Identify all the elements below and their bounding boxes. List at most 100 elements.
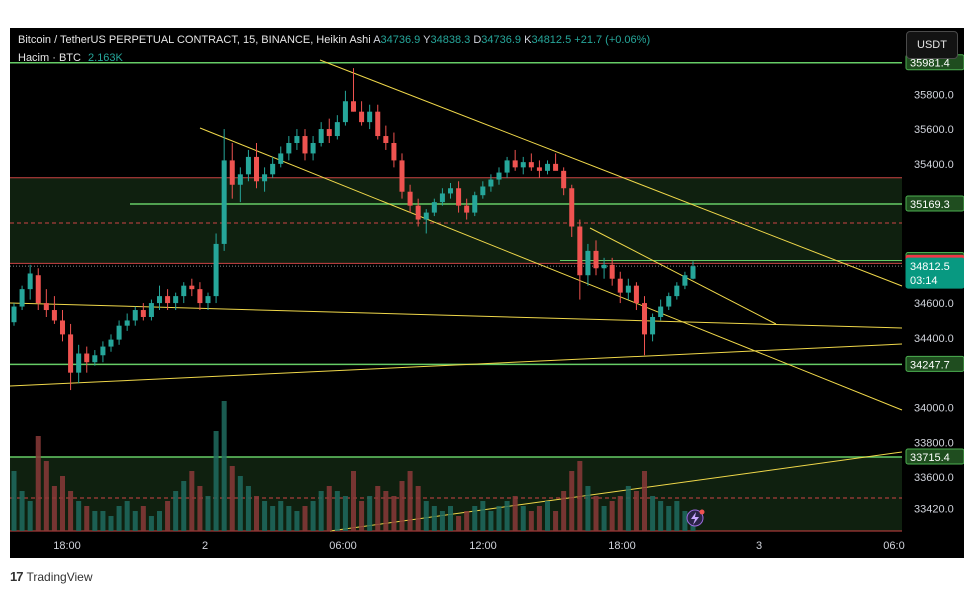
tradingview-brand[interactable]: 17 TradingView [10, 569, 93, 584]
volume-bar [609, 501, 615, 531]
volume-bar [512, 496, 518, 531]
candle-body [650, 316, 656, 335]
volume-value: 2.163K [88, 52, 123, 64]
volume-layer [11, 401, 696, 531]
volume-bar [682, 511, 688, 531]
candle-body [116, 325, 122, 340]
volume-bar [270, 506, 276, 531]
volume-bar [593, 496, 599, 531]
volume-bar [633, 491, 639, 531]
candle-body [43, 303, 49, 311]
volume-bar [173, 491, 179, 531]
volume-bar [359, 501, 365, 531]
volume-bar [617, 496, 623, 531]
volume-legend[interactable]: Hacim · BTC 2.163K [18, 52, 123, 64]
trend-line [319, 59, 903, 287]
candle-body [350, 101, 357, 112]
candle-body [553, 163, 559, 171]
volume-bar [205, 496, 211, 531]
close-value: 34812.5 [531, 34, 572, 46]
x-tick-label: 06:00 [329, 540, 357, 552]
volume-bar [318, 491, 324, 531]
candle-body [439, 193, 445, 203]
candle-body [245, 156, 251, 175]
volume-bar [407, 471, 413, 531]
x-tick-label: 2 [202, 540, 208, 552]
candle-body [666, 296, 672, 307]
candle-body [294, 136, 300, 143]
price-label-text: 34812.5 [910, 261, 950, 273]
candle-body [262, 174, 268, 182]
chart-canvas[interactable]: 35800.0 35600.0 35400.0 34600.0 34400.0 34000… [10, 28, 964, 558]
candle-body [59, 320, 66, 335]
volume-bar [520, 506, 526, 531]
chart-frame[interactable]: 35800.0 35600.0 35400.0 34600.0 34400.0 34000… [10, 28, 964, 558]
volume-bar [43, 461, 49, 531]
candle-body [431, 202, 437, 213]
volume-bar [488, 511, 494, 531]
candle-body [488, 179, 494, 187]
candle-body [140, 310, 146, 317]
candle-body [197, 289, 203, 304]
currency-button[interactable]: USDT [906, 31, 958, 59]
alert-dot [699, 509, 705, 515]
candle-body [504, 160, 510, 173]
volume-bar [666, 506, 672, 531]
candle-body [472, 195, 478, 213]
candle-body [27, 273, 33, 290]
candle-body [181, 285, 187, 297]
candle-body [189, 285, 195, 290]
candle-body [156, 296, 163, 304]
price-label-box [905, 355, 964, 372]
low-label: D [473, 34, 482, 46]
price-label-box [905, 448, 964, 465]
candle-body [625, 285, 631, 293]
candle-body [577, 226, 583, 276]
price-label-text: 35169.3 [910, 199, 950, 211]
y-tick-label: 33600.0 [914, 472, 954, 484]
candle-body [528, 162, 534, 168]
volume-bar [350, 471, 357, 531]
x-tick-label: 06:0 [883, 540, 904, 552]
lightning-glyph [691, 512, 699, 525]
volume-bar [197, 486, 203, 531]
volume-bar [577, 461, 583, 531]
close-label: K [524, 34, 532, 46]
candle-body [19, 289, 25, 307]
volume-bar [464, 511, 470, 531]
candle-body [415, 205, 421, 220]
zone-layer [10, 177, 902, 531]
candle-body [407, 191, 413, 206]
y-tick-label: 35600.0 [914, 124, 954, 136]
volume-bar [132, 511, 138, 531]
volume-bar [658, 501, 664, 531]
volume-bar [310, 501, 316, 531]
y-tick-label: 35400.0 [914, 159, 954, 171]
volume-bar [342, 496, 348, 531]
candle-body [633, 285, 639, 304]
candle-body [124, 320, 130, 326]
volume-bar [278, 501, 284, 531]
volume-bar [367, 496, 373, 531]
candle-body [375, 111, 381, 137]
volume-bar [375, 486, 381, 531]
volume-bar [439, 511, 445, 531]
candle-body [326, 129, 332, 137]
candle-body [100, 346, 106, 356]
high-label: Y [423, 34, 431, 46]
price-label-box [905, 195, 964, 212]
x-tick-label: 18:00 [608, 540, 636, 552]
x-tick-label: 18:00 [53, 540, 81, 552]
open-label: A [373, 34, 381, 46]
volume-bar [51, 486, 57, 531]
open-value: 34736.9 [380, 34, 421, 46]
price-label-text: 35981.4 [910, 58, 950, 70]
trend-line [199, 127, 903, 411]
candle-body [84, 353, 90, 363]
volume-bar [213, 431, 219, 531]
candle-body [561, 170, 567, 189]
trend-line [10, 302, 903, 329]
candle-body [423, 212, 429, 220]
volume-bar [544, 501, 551, 531]
symbol-legend[interactable]: Bitcoin / TetherUS PERPETUAL CONTRACT, 1… [18, 34, 650, 46]
